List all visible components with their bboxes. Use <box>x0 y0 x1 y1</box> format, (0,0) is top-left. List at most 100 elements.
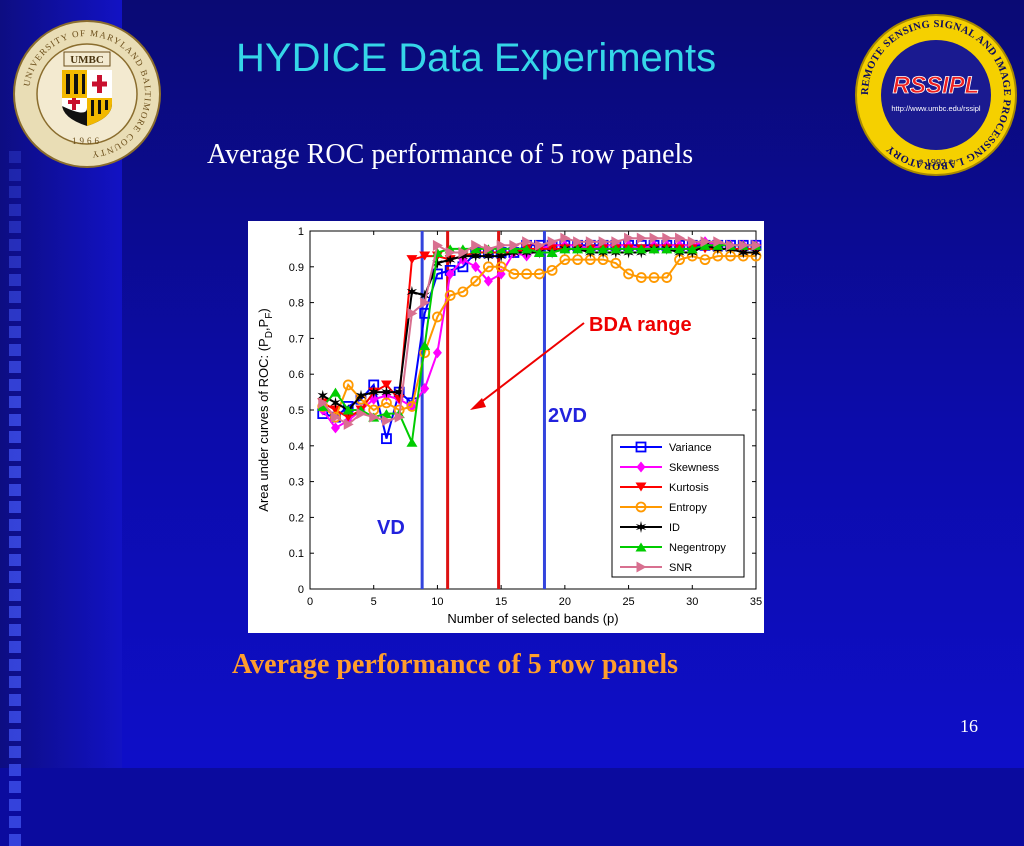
data-point <box>713 236 724 248</box>
data-point <box>509 239 520 251</box>
data-point <box>597 244 609 254</box>
legend-label: SNR <box>669 562 692 574</box>
umbc-seal-logo: UNIVERSITY OF MARYLAND BALTIMORE COUNTY … <box>13 20 161 168</box>
data-point <box>369 411 380 423</box>
data-point <box>483 243 494 255</box>
decor-square <box>9 553 21 566</box>
decor-square <box>9 221 21 233</box>
data-point <box>432 311 443 323</box>
data-point <box>675 232 686 244</box>
vd-label: VD <box>377 517 405 539</box>
data-point <box>635 244 647 254</box>
bda-arrow-line <box>475 322 585 407</box>
data-point <box>648 272 660 283</box>
x-tick-label: 5 <box>371 596 377 608</box>
legend-marker <box>636 561 647 573</box>
decor-square <box>9 781 21 793</box>
data-point <box>687 236 698 248</box>
maryland-flag-shield-icon <box>62 70 112 126</box>
decor-square <box>9 168 21 181</box>
data-point <box>330 411 341 423</box>
data-point <box>457 250 469 263</box>
decor-square <box>9 151 21 163</box>
decor-square <box>9 798 21 811</box>
data-point <box>368 386 379 399</box>
rssipl-year: * 1992 * <box>919 158 954 169</box>
decor-square <box>9 676 21 688</box>
decor-square <box>9 343 21 356</box>
legend-label: Kurtosis <box>669 482 709 494</box>
y-tick-label: 0.1 <box>289 548 304 560</box>
decor-square <box>9 396 21 408</box>
data-point <box>611 236 622 248</box>
data-point <box>699 254 711 266</box>
data-point <box>381 386 392 399</box>
data-point <box>330 396 341 409</box>
x-tick-label: 35 <box>750 596 762 608</box>
slide-title: HYDICE Data Experiments <box>236 36 717 80</box>
legend-marker <box>635 501 647 513</box>
decor-square <box>9 501 21 513</box>
rssipl-url: http://www.umbc.edu/rssipl <box>891 104 981 113</box>
data-point <box>635 272 647 283</box>
data-point <box>445 268 455 280</box>
data-point <box>471 239 482 251</box>
bda-range-label: BDA range <box>589 314 692 336</box>
data-point <box>470 250 481 263</box>
data-point <box>329 387 341 397</box>
data-point <box>457 286 469 298</box>
decor-square <box>9 658 21 671</box>
legend-label: Skewness <box>669 462 720 474</box>
data-point <box>560 232 571 244</box>
x-tick-label: 30 <box>686 596 698 608</box>
data-point <box>342 405 354 415</box>
data-point <box>584 244 596 254</box>
data-point <box>750 246 762 259</box>
decor-square <box>9 763 21 776</box>
decor-square <box>9 536 21 548</box>
data-point <box>355 389 367 402</box>
data-point <box>419 251 431 261</box>
legend-marker <box>635 441 647 453</box>
data-point <box>738 246 749 259</box>
roc-chart: 0 5 10 15 20 25 30 35 0 0.1 0.2 0.3 0.4 0.5 0.6 0.7 0.8 0… <box>256 226 762 626</box>
decor-square <box>9 431 21 443</box>
data-point <box>380 380 392 390</box>
twovd-label: 2VD <box>548 405 587 427</box>
y-tick-label: 0.4 <box>289 441 304 453</box>
decor-square <box>9 361 21 373</box>
data-point <box>699 240 711 250</box>
data-point <box>419 289 430 302</box>
page-number: 16 <box>960 716 978 736</box>
data-point <box>394 411 405 423</box>
data-point <box>546 247 558 257</box>
decor-square <box>9 466 21 478</box>
series-snr <box>318 232 762 430</box>
data-point <box>572 254 584 266</box>
data-point <box>522 236 533 248</box>
data-point <box>342 379 354 391</box>
legend-marker <box>635 482 647 492</box>
data-point <box>623 268 634 280</box>
data-point <box>432 239 443 251</box>
data-point <box>495 261 507 273</box>
x-tick-label: 25 <box>622 596 634 608</box>
y-tick-label: 0.8 <box>289 298 304 310</box>
data-point <box>381 397 392 409</box>
data-point <box>483 275 493 287</box>
data-point <box>712 240 724 250</box>
legend-label: ID <box>669 522 680 534</box>
data-point <box>495 244 507 254</box>
data-point <box>381 415 392 427</box>
decor-square <box>9 273 21 286</box>
y-tick-label: 1 <box>298 226 304 238</box>
decor-square <box>9 378 21 391</box>
data-point <box>445 246 456 258</box>
data-point <box>508 268 520 280</box>
data-point <box>482 261 494 273</box>
data-point <box>317 389 328 402</box>
data-point <box>419 341 431 351</box>
data-point <box>573 236 584 248</box>
data-point <box>445 253 456 266</box>
data-point <box>471 261 481 273</box>
